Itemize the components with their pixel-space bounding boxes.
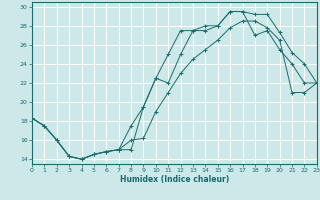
X-axis label: Humidex (Indice chaleur): Humidex (Indice chaleur) [120, 175, 229, 184]
